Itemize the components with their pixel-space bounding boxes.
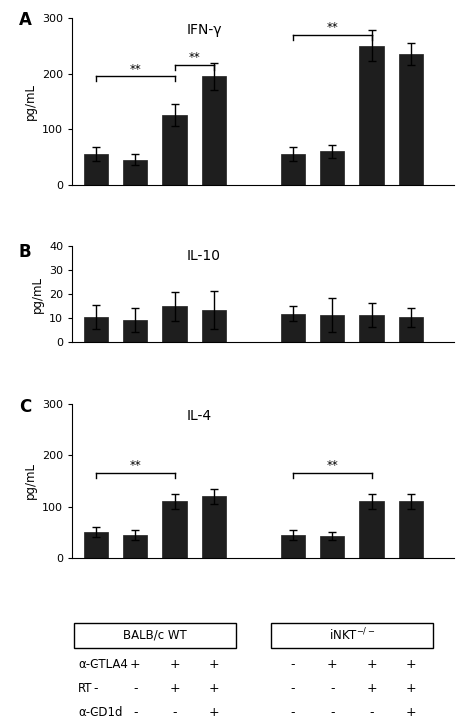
Bar xyxy=(123,160,147,184)
Text: -: - xyxy=(133,682,137,696)
Text: **: ** xyxy=(130,62,141,76)
Bar xyxy=(202,76,226,184)
Text: **: ** xyxy=(188,52,200,65)
Text: +: + xyxy=(209,682,219,696)
Text: +: + xyxy=(209,706,219,719)
Text: +: + xyxy=(406,682,416,696)
Text: Strain: Strain xyxy=(78,629,113,642)
Bar xyxy=(359,46,384,184)
Text: +: + xyxy=(169,658,180,671)
Text: -: - xyxy=(94,706,98,719)
Bar xyxy=(84,532,108,558)
Y-axis label: pg/mL: pg/mL xyxy=(23,462,36,499)
Text: +: + xyxy=(366,658,377,671)
Bar xyxy=(399,54,423,184)
Text: -: - xyxy=(330,682,335,696)
Bar xyxy=(163,502,187,558)
Bar xyxy=(202,310,226,343)
Bar xyxy=(163,306,187,343)
Text: +: + xyxy=(130,658,141,671)
Text: IFN-γ: IFN-γ xyxy=(187,23,222,37)
Text: +: + xyxy=(406,706,416,719)
Text: B: B xyxy=(19,242,31,261)
Text: -: - xyxy=(291,682,295,696)
Bar xyxy=(84,317,108,343)
Text: -: - xyxy=(291,706,295,719)
Text: +: + xyxy=(169,682,180,696)
Text: A: A xyxy=(19,12,32,30)
Bar xyxy=(320,151,344,184)
Text: -: - xyxy=(94,658,98,671)
Bar xyxy=(202,497,226,558)
Bar xyxy=(84,154,108,184)
Text: BALB/c WT: BALB/c WT xyxy=(123,629,187,642)
Bar xyxy=(399,317,423,343)
Text: **: ** xyxy=(326,21,338,34)
Text: -: - xyxy=(330,706,335,719)
Text: α-CTLA4: α-CTLA4 xyxy=(78,658,128,671)
Text: iNKT$^{-/-}$: iNKT$^{-/-}$ xyxy=(329,627,375,644)
Bar xyxy=(163,115,187,184)
Bar xyxy=(281,534,305,558)
Text: +: + xyxy=(327,658,337,671)
Text: α-CD1d: α-CD1d xyxy=(78,706,123,719)
Text: +: + xyxy=(366,682,377,696)
Text: **: ** xyxy=(326,460,338,473)
Text: -: - xyxy=(172,706,177,719)
Text: RT: RT xyxy=(78,682,93,696)
Bar xyxy=(320,315,344,343)
FancyBboxPatch shape xyxy=(74,622,236,648)
Text: IL-10: IL-10 xyxy=(187,249,221,264)
Bar xyxy=(359,315,384,343)
Text: -: - xyxy=(291,658,295,671)
Bar xyxy=(123,534,147,558)
Bar xyxy=(123,319,147,343)
Text: -: - xyxy=(133,706,137,719)
FancyBboxPatch shape xyxy=(271,622,433,648)
Text: -: - xyxy=(94,682,98,696)
Text: **: ** xyxy=(130,460,141,473)
Bar xyxy=(399,502,423,558)
Y-axis label: pg/mL: pg/mL xyxy=(23,83,36,120)
Bar xyxy=(281,154,305,184)
Text: +: + xyxy=(209,658,219,671)
Text: -: - xyxy=(370,706,374,719)
Bar xyxy=(320,537,344,558)
Bar xyxy=(359,502,384,558)
Bar xyxy=(281,314,305,343)
Text: IL-4: IL-4 xyxy=(187,409,212,423)
Text: C: C xyxy=(19,398,31,416)
Y-axis label: pg/mL: pg/mL xyxy=(30,276,43,313)
Text: +: + xyxy=(406,658,416,671)
